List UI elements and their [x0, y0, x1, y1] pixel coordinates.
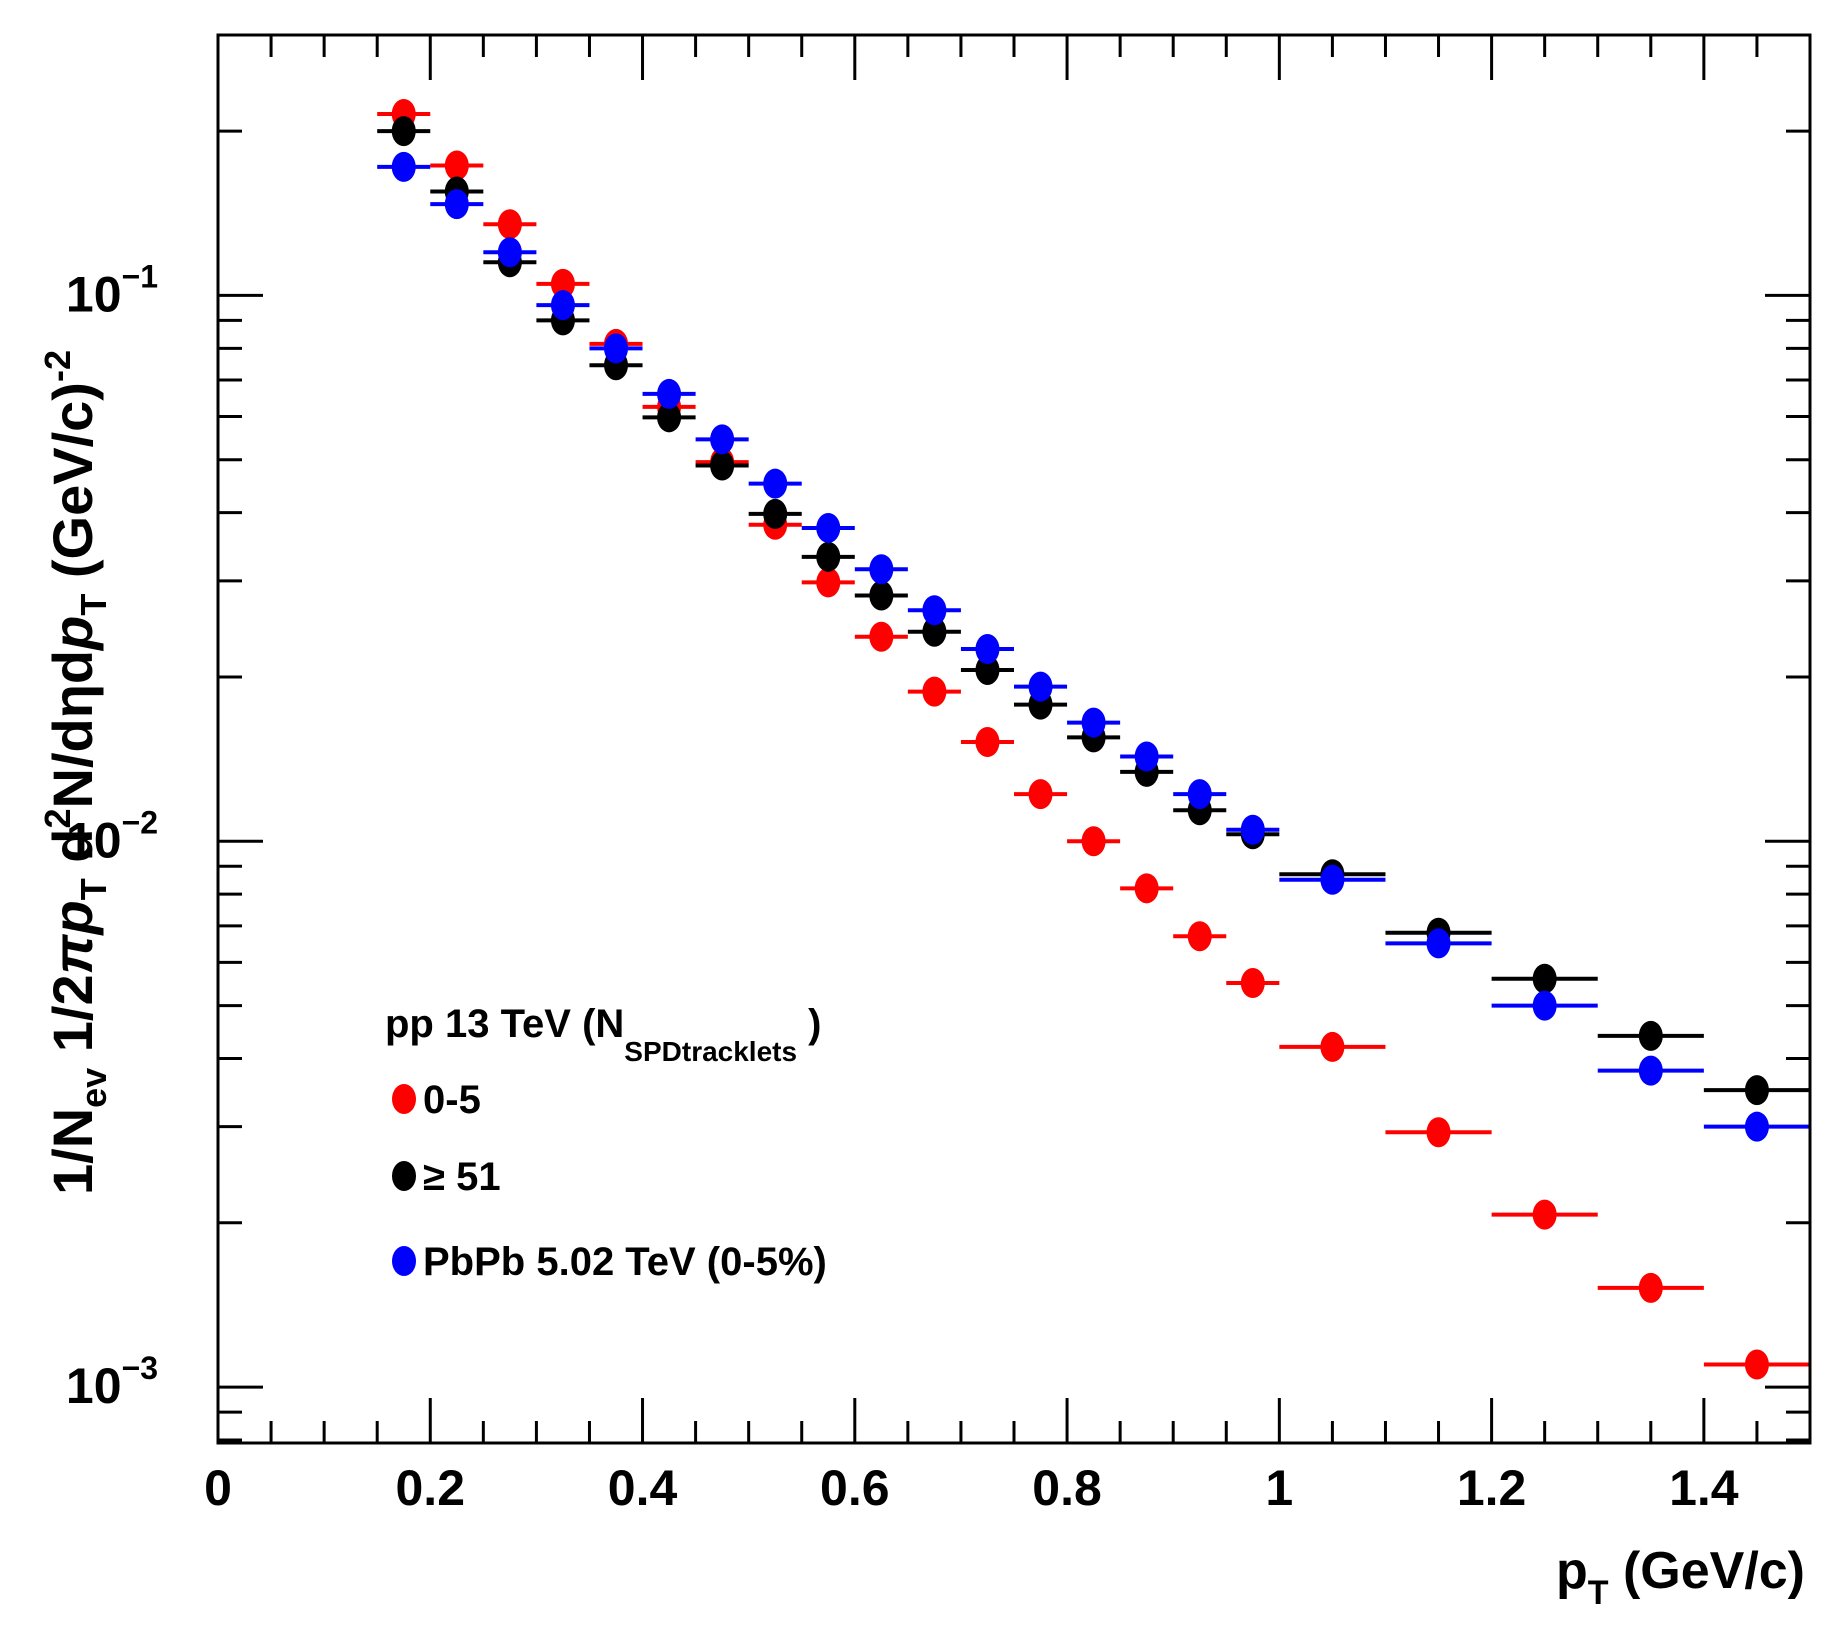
plot-frame	[216, 33, 1812, 1445]
data-point	[391, 116, 416, 147]
x-tick-label: 1.4	[1669, 1460, 1739, 1516]
data-point	[975, 634, 1000, 665]
x-tick-label: 1.2	[1457, 1460, 1527, 1516]
legend-entry-0-5: 0-5	[392, 1078, 481, 1122]
data-point	[1081, 826, 1106, 857]
x-tick-label: 0.6	[820, 1460, 890, 1516]
data-point	[1532, 963, 1557, 994]
data-point	[1426, 928, 1451, 959]
data-point	[444, 189, 469, 220]
x-tick-label: 0	[204, 1460, 232, 1516]
legend-marker-blue	[392, 1246, 416, 1276]
data-point	[1744, 1111, 1769, 1142]
data-point	[869, 621, 894, 652]
data-point	[1028, 779, 1053, 810]
legend-title: pp 13 TeV (NSPDtracklets )	[385, 1002, 822, 1067]
data-point	[1187, 921, 1212, 952]
data-point	[1532, 990, 1557, 1021]
legend-label-0-5: 0-5	[423, 1078, 481, 1122]
data-point	[816, 567, 841, 598]
data-point	[869, 580, 894, 611]
data-point	[710, 424, 735, 455]
data-point	[657, 378, 682, 409]
legend-entry-ge51: ≥ 51	[392, 1155, 501, 1199]
x-tick-label: 0.2	[396, 1460, 466, 1516]
data-point	[1638, 1020, 1663, 1051]
legend-entry-pbpb: PbPb 5.02 TeV (0-5%)	[392, 1240, 827, 1284]
y-tick-label: 10−1	[66, 258, 158, 322]
data-point	[657, 402, 682, 433]
data-point	[1744, 1349, 1769, 1380]
data-point	[975, 654, 1000, 685]
data-point	[922, 676, 947, 707]
data-point	[975, 727, 1000, 758]
data-point	[1240, 967, 1265, 998]
data-point	[1638, 1272, 1663, 1303]
data-marks	[377, 98, 1810, 1380]
data-point	[922, 595, 947, 626]
y-tick-label: 10−3	[66, 1350, 158, 1414]
data-point	[710, 450, 735, 481]
data-point	[444, 150, 469, 181]
data-point	[1532, 1199, 1557, 1230]
y-tick-label: 10−2	[66, 804, 158, 868]
data-point	[1187, 779, 1212, 810]
data-point	[497, 209, 522, 240]
legend-label-pbpb: PbPb 5.02 TeV (0-5%)	[423, 1240, 827, 1284]
data-point	[604, 333, 628, 364]
data-point	[763, 468, 788, 499]
data-point	[550, 290, 575, 321]
y-axis-label: 1/Nev 1/2πpT d2N/dηdpT (GeV/c)-2	[37, 350, 114, 1195]
legend-marker-red	[392, 1084, 416, 1114]
x-tick-label: 0.8	[1032, 1460, 1102, 1516]
x-axis-label: pT (GeV/c)	[1556, 1542, 1805, 1612]
data-point	[1134, 873, 1159, 904]
data-point	[1320, 1031, 1345, 1062]
data-point	[391, 151, 416, 182]
legend-marker-black	[392, 1161, 416, 1191]
legend: pp 13 TeV (NSPDtracklets ) 0-5 ≥ 51 PbPb…	[385, 1002, 827, 1284]
data-point	[1426, 1117, 1451, 1148]
data-point	[816, 541, 841, 572]
data-point	[497, 237, 522, 268]
data-point	[1638, 1055, 1663, 1086]
data-point	[1744, 1075, 1769, 1106]
data-point	[922, 616, 947, 647]
data-point	[763, 498, 788, 529]
tick-labels: 0 0.2 0.4 0.6 0.8 1 1.2 1.4 10−1 10−2 10−3	[66, 258, 1739, 1516]
data-point	[1134, 741, 1159, 772]
x-tick-label: 0.4	[608, 1460, 678, 1516]
data-point	[1320, 864, 1345, 895]
data-point	[1240, 814, 1265, 845]
legend-label-ge51: ≥ 51	[423, 1155, 501, 1199]
data-point	[550, 268, 575, 299]
data-point	[869, 554, 894, 585]
x-tick-label: 1	[1265, 1460, 1293, 1516]
data-point	[1028, 671, 1053, 702]
data-point	[1081, 707, 1106, 738]
data-point	[816, 512, 841, 543]
series-2	[377, 151, 1810, 1142]
